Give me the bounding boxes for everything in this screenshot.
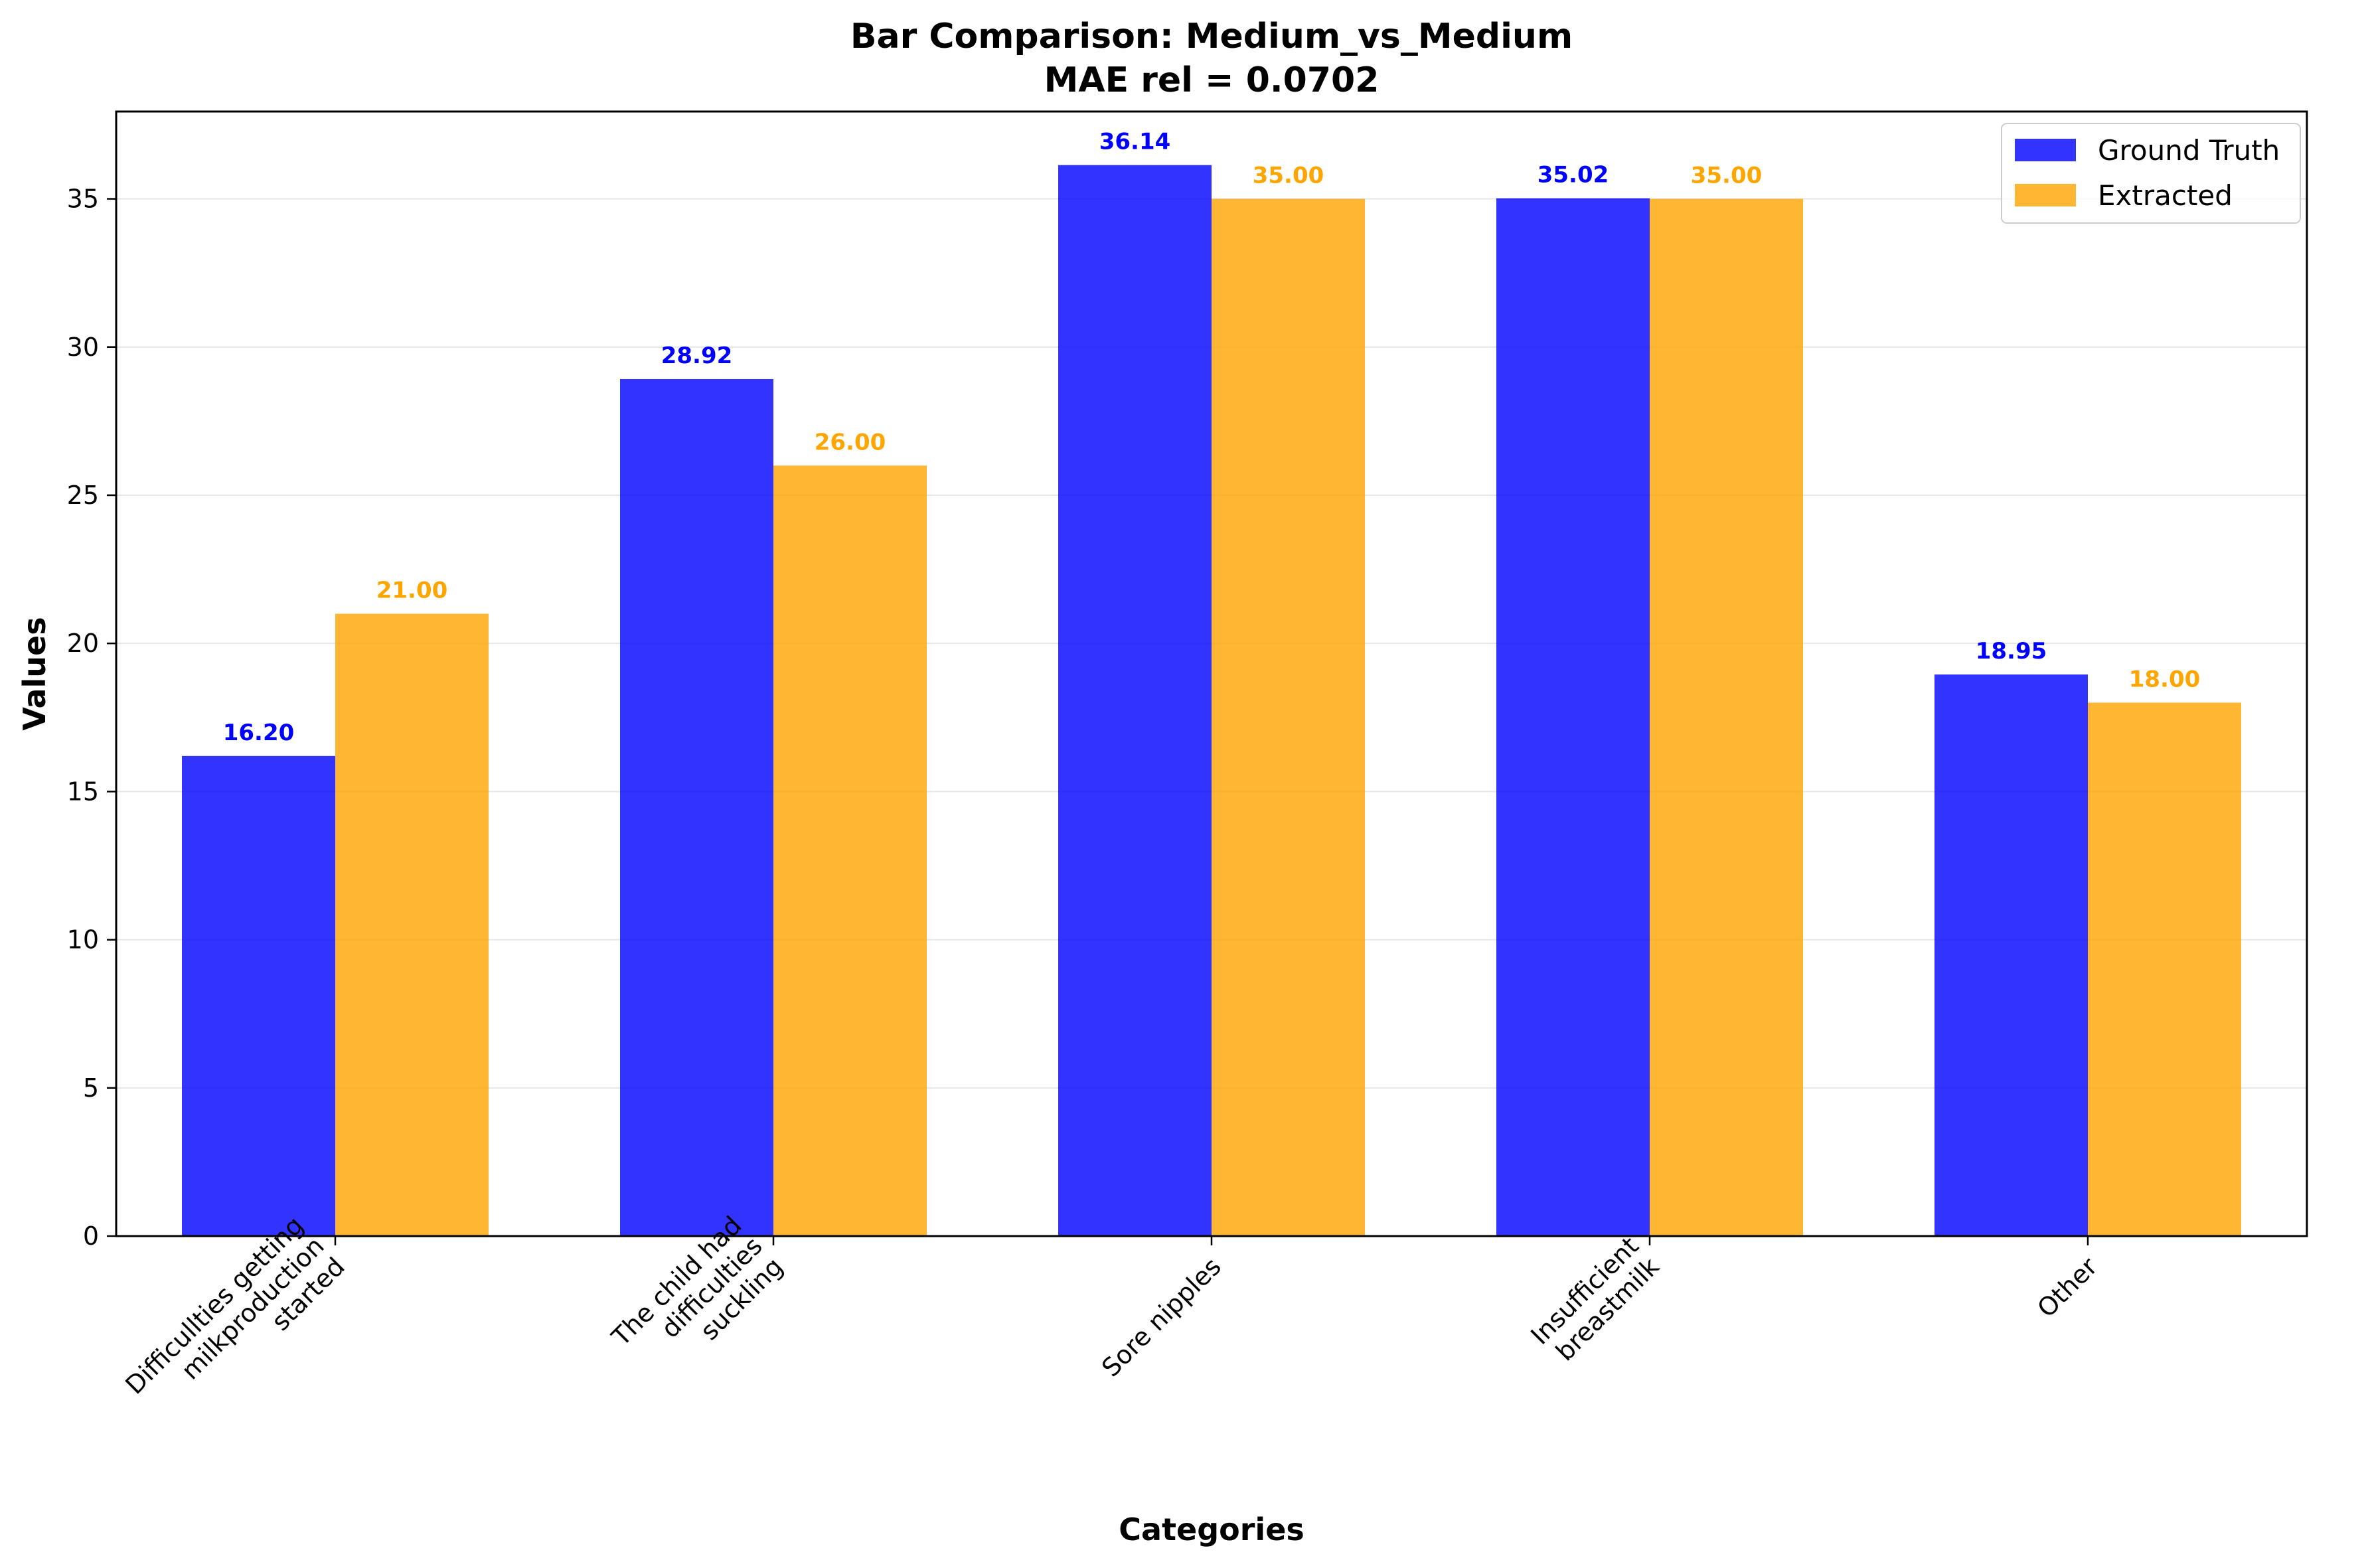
bar-value-label-ground-truth: 18.95 <box>1976 638 2047 665</box>
y-tick-label: 5 <box>83 1073 99 1103</box>
y-axis-label: Values <box>17 617 52 730</box>
bar-value-label-ground-truth: 16.20 <box>223 720 295 746</box>
y-tick-label: 20 <box>67 629 99 658</box>
y-tick-label: 30 <box>67 333 99 362</box>
y-tick-label: 25 <box>67 481 99 510</box>
bar-value-labels: 16.20 28.92 36.14 35.02 18.95 21.00 26.00 35.00… <box>223 129 2201 746</box>
bar-value-label-extracted: 35.00 <box>1691 163 1763 189</box>
bar-ground-truth <box>1496 198 1650 1237</box>
bar-extracted <box>335 613 489 1236</box>
bar-extracted <box>1650 198 1803 1237</box>
chart-subtitle: MAE rel = 0.0702 <box>1044 60 1380 100</box>
bar-extracted <box>1212 198 1365 1237</box>
legend-swatch-ground-truth <box>2015 139 2076 161</box>
y-tick-label: 10 <box>67 925 99 955</box>
legend-label-ground-truth: Ground Truth <box>2098 134 2280 167</box>
bars <box>182 165 2241 1237</box>
y-tick-label: 15 <box>67 777 99 806</box>
bar-value-label-extracted: 26.00 <box>815 429 886 455</box>
bar-value-label-ground-truth: 36.14 <box>1099 129 1171 155</box>
bar-value-label-extracted: 21.00 <box>376 578 448 604</box>
bar-value-label-ground-truth: 35.02 <box>1538 162 1609 189</box>
bar-value-label-ground-truth: 28.92 <box>661 343 733 369</box>
legend: Ground Truth Extracted <box>2001 123 2301 224</box>
legend-box <box>2001 123 2301 224</box>
bar-extracted <box>2088 702 2241 1236</box>
bar-ground-truth <box>1934 674 2088 1236</box>
bar-ground-truth <box>1058 165 1212 1237</box>
chart-title: Bar Comparison: Medium_vs_Medium <box>850 17 1573 56</box>
bar-value-label-extracted: 18.00 <box>2129 666 2201 692</box>
bar-extracted <box>773 465 927 1236</box>
legend-swatch-extracted <box>2015 184 2076 206</box>
x-axis-label: Categories <box>1119 1512 1304 1547</box>
bar-ground-truth <box>182 755 335 1236</box>
bar-value-label-extracted: 35.00 <box>1253 163 1324 189</box>
y-tick-label: 35 <box>67 185 99 214</box>
bar-ground-truth <box>620 378 773 1236</box>
legend-label-extracted: Extracted <box>2098 179 2233 212</box>
y-tick-label: 0 <box>83 1221 99 1251</box>
